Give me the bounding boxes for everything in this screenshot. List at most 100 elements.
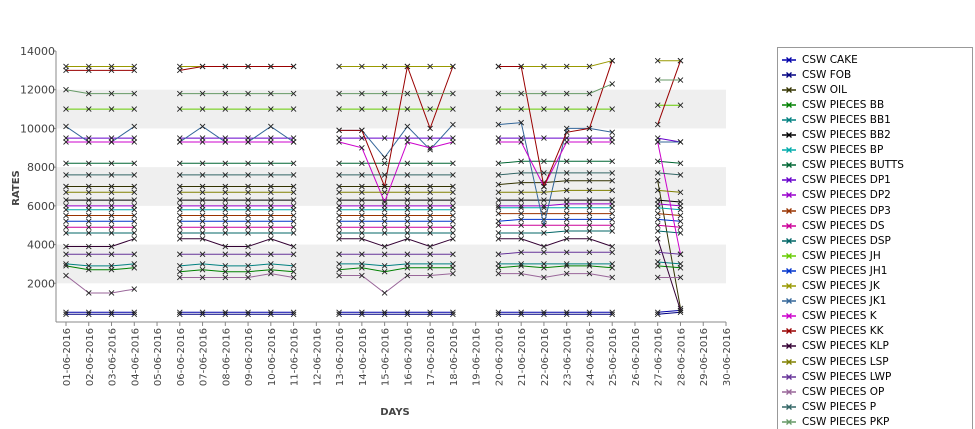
series-line bbox=[66, 199, 681, 203]
legend-label: CSW PIECES KK bbox=[802, 325, 884, 338]
data-point bbox=[245, 224, 251, 230]
data-point bbox=[245, 212, 251, 219]
data-point bbox=[404, 261, 411, 267]
data-point bbox=[518, 197, 524, 203]
data-point bbox=[427, 144, 433, 151]
data-point bbox=[268, 106, 274, 112]
legend-item: CSW PIECES DP3 bbox=[782, 203, 891, 218]
data-point bbox=[63, 311, 69, 318]
legend-label: CSW PIECES BP bbox=[802, 144, 884, 157]
data-point bbox=[336, 183, 342, 190]
series-line bbox=[66, 207, 681, 211]
data-point bbox=[199, 63, 206, 70]
legend-item: CSW PIECES DS bbox=[782, 218, 885, 233]
data-point bbox=[176, 67, 183, 74]
series-line bbox=[66, 60, 681, 189]
series-24 bbox=[63, 77, 684, 97]
data-point bbox=[176, 183, 183, 190]
data-point bbox=[404, 172, 411, 178]
data-point bbox=[518, 203, 524, 209]
data-point bbox=[131, 251, 138, 258]
data-point bbox=[336, 266, 342, 273]
x-tick-label: 19-06-2016 bbox=[472, 328, 483, 386]
data-point bbox=[541, 106, 547, 112]
series-line bbox=[65, 265, 681, 273]
legend-label: CSW PIECES JH1 bbox=[802, 264, 888, 277]
data-point bbox=[222, 218, 229, 225]
data-point bbox=[290, 90, 297, 97]
legend-label: CSW PIECES OP bbox=[802, 385, 885, 398]
data-point bbox=[404, 189, 411, 196]
data-point bbox=[677, 305, 684, 312]
data-point bbox=[199, 90, 206, 97]
data-point bbox=[427, 90, 433, 97]
data-point bbox=[518, 210, 524, 217]
data-point bbox=[541, 189, 547, 196]
chart-legend: CSW CAKE CSW FOB CSW OIL CSW PIECES BB CSW P… bbox=[777, 47, 973, 429]
data-point bbox=[518, 106, 524, 112]
data-point bbox=[404, 160, 411, 167]
data-point bbox=[63, 261, 69, 267]
data-point bbox=[586, 216, 593, 223]
data-point bbox=[563, 249, 570, 256]
data-point bbox=[245, 203, 251, 209]
series-23 bbox=[63, 170, 684, 178]
data-point bbox=[495, 218, 502, 225]
data-point bbox=[450, 197, 456, 203]
data-point bbox=[381, 189, 388, 196]
legend-marker-icon bbox=[782, 132, 796, 138]
data-point bbox=[85, 183, 92, 190]
data-point bbox=[495, 63, 502, 70]
data-point bbox=[518, 261, 524, 267]
data-point bbox=[108, 183, 115, 190]
x-tick-label: 20-06-2016 bbox=[494, 328, 505, 386]
legend-marker-icon bbox=[782, 313, 796, 320]
data-point bbox=[381, 290, 388, 296]
data-point bbox=[609, 249, 616, 256]
data-point bbox=[85, 311, 92, 318]
data-point bbox=[450, 235, 456, 242]
y-axis-label: RATES bbox=[11, 170, 22, 206]
data-point bbox=[268, 160, 274, 167]
data-point bbox=[586, 125, 593, 132]
data-point bbox=[131, 197, 138, 203]
data-point bbox=[404, 123, 411, 130]
legend-item: CSW OIL bbox=[782, 82, 847, 97]
data-point bbox=[609, 261, 616, 267]
data-point bbox=[518, 139, 524, 145]
series-21 bbox=[63, 249, 684, 258]
data-point bbox=[222, 212, 229, 219]
data-point bbox=[336, 218, 342, 225]
data-point bbox=[450, 121, 456, 128]
data-point bbox=[199, 224, 206, 230]
data-point bbox=[450, 311, 456, 318]
data-point bbox=[404, 106, 411, 112]
data-point bbox=[427, 212, 433, 219]
legend-marker-icon bbox=[782, 222, 796, 229]
data-point bbox=[586, 249, 593, 256]
legend-item: CSW PIECES PKP bbox=[782, 414, 889, 429]
data-point bbox=[268, 261, 274, 267]
data-point bbox=[677, 251, 684, 258]
legend-item: CSW PIECES DP1 bbox=[782, 173, 891, 188]
legend-label: CSW CAKE bbox=[802, 53, 858, 66]
data-point bbox=[677, 307, 684, 314]
data-point bbox=[450, 183, 456, 190]
data-point bbox=[359, 127, 365, 134]
data-point bbox=[359, 203, 365, 209]
legend-item: CSW PIECES DSP bbox=[782, 233, 891, 248]
data-point bbox=[609, 81, 616, 87]
data-point bbox=[85, 139, 92, 145]
data-point bbox=[199, 172, 206, 178]
legend-item: CSW PIECES BB1 bbox=[782, 112, 891, 127]
data-point bbox=[609, 158, 616, 165]
data-point bbox=[427, 197, 433, 203]
data-point bbox=[563, 90, 570, 97]
data-point bbox=[108, 203, 115, 209]
legend-label: CSW PIECES K bbox=[802, 310, 877, 323]
data-point bbox=[268, 235, 274, 242]
data-point bbox=[63, 67, 69, 74]
series-line bbox=[66, 172, 681, 176]
legend-label: CSW PIECES DP1 bbox=[802, 174, 891, 187]
data-point bbox=[290, 139, 297, 145]
